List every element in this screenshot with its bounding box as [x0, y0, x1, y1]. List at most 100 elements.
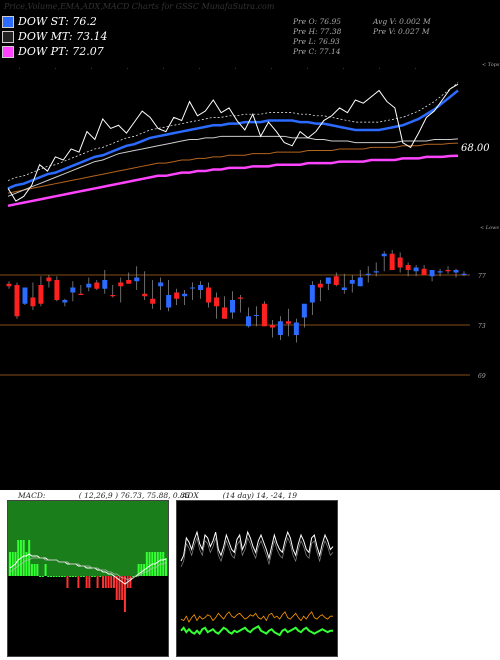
candle-body [325, 277, 331, 284]
legend-value-pt: 72.07 [72, 45, 104, 58]
top-tick-mark: · [53, 66, 59, 72]
candle-body [293, 322, 299, 335]
adx-params: (14 day) 14, -24, 19 [222, 491, 297, 500]
macd-histogram-bar [58, 576, 61, 577]
candle-body [245, 316, 251, 327]
macd-histogram-bar [66, 576, 69, 588]
macd-histogram-bar [113, 576, 115, 588]
top-tick-mark: · [377, 66, 383, 72]
candle-body [285, 321, 291, 324]
top-tick-mark: · [125, 66, 131, 72]
candle-body [198, 285, 204, 290]
line-dow-mt [7, 135, 459, 197]
candle-body [445, 270, 451, 272]
candle-body [421, 268, 427, 275]
macd-histogram-bar [69, 576, 72, 577]
candle-body [86, 283, 92, 288]
macd-histogram-bar [61, 576, 63, 577]
candle-body [405, 265, 411, 270]
top-tick-mark: · [197, 66, 203, 72]
candle-body [158, 282, 164, 287]
ohlc-close: Pre C: 77.14 [293, 47, 341, 56]
macd-histogram-bar [107, 576, 110, 588]
macd-histogram-bar [22, 540, 25, 576]
candle-body [461, 273, 467, 275]
tops-label: < Tops [482, 62, 500, 68]
legend-item-pt: DOW PT: 72.07 [0, 44, 260, 59]
macd-histogram-bar [102, 576, 105, 588]
candle-body [62, 300, 68, 303]
macd-histogram-bar [140, 564, 143, 576]
top-tick-mark: · [269, 66, 275, 72]
macd-histogram-bar [137, 564, 140, 576]
macd-histogram-bar [11, 552, 14, 576]
candle-body [166, 295, 172, 308]
candle-body [333, 276, 339, 285]
legend-value-mt: 73.14 [76, 30, 108, 43]
last-value-label: 68.00 [461, 143, 490, 154]
macd-positive-zone [8, 501, 168, 576]
macd-histogram-bar [9, 552, 11, 576]
macd-chart [8, 501, 168, 656]
candle-body [381, 253, 387, 257]
adx-line-shadow [180, 536, 334, 568]
macd-histogram-bar [52, 576, 55, 577]
price-top-ticks: · · · · · · · · · · · · [17, 66, 419, 72]
axis-tick-77: 77 [478, 273, 486, 280]
axis-tick-73: 73 [478, 323, 486, 330]
macd-histogram-bar [148, 552, 151, 576]
candle-body [253, 315, 259, 316]
candle-body [261, 303, 267, 327]
macd-histogram-bar [129, 576, 132, 588]
macd-histogram-bar [99, 576, 102, 577]
macd-histogram-bar [123, 576, 126, 612]
macd-histogram-bar [55, 576, 58, 577]
ohlc-open: Pre O: 76.95 [293, 17, 341, 26]
candle-body [182, 293, 188, 297]
legend-item-st: DOW ST: 76.2 [0, 14, 260, 29]
macd-histogram-bar [77, 576, 80, 588]
signal-line [9, 557, 167, 581]
top-tick-mark: · [341, 66, 347, 72]
top-tick-mark: · [161, 66, 167, 72]
axis-tick-69: 69 [478, 373, 486, 380]
macd-title: MACD: [18, 491, 46, 500]
adx-panel [176, 500, 338, 657]
candle-body [38, 285, 44, 304]
adx-title: ADX [182, 491, 199, 500]
macd-histogram-bar [50, 576, 53, 577]
ema-long-band [7, 142, 459, 194]
legend-swatch-st [2, 15, 14, 28]
ohlc-volume: Avg V: 0.002 M Pre V: 0.027 M [373, 17, 431, 37]
candle-body [126, 280, 132, 284]
legend-value-st: 76.2 [72, 15, 97, 28]
candle-body [102, 280, 108, 289]
legend-swatch-pt [2, 45, 14, 58]
candle-body [453, 270, 459, 273]
ohlc-low: Pre L: 76.93 [293, 37, 340, 46]
candle-body [437, 271, 443, 273]
macd-histogram-bar [156, 552, 159, 576]
macd-histogram-bar [74, 576, 77, 577]
candle-body [277, 321, 283, 335]
candle-body [301, 303, 307, 318]
adx-bg [177, 501, 337, 656]
candle-body [118, 282, 124, 287]
candle-body [22, 287, 28, 304]
candle-body [397, 257, 403, 268]
macd-histogram-bar [88, 576, 91, 588]
minus-di-line [180, 611, 333, 623]
candle-body [70, 287, 76, 293]
macd-histogram-bar [121, 576, 124, 600]
macd-histogram-bar [91, 576, 94, 577]
candle-body [349, 280, 355, 284]
line-dow-st [7, 89, 459, 190]
legend-swatch-mt [2, 30, 14, 43]
prev-volume: Pre V: 0.027 M [373, 27, 430, 36]
macd-histogram-bar [30, 564, 33, 576]
macd-histogram-bar [71, 576, 74, 577]
macd-histogram-bar [80, 576, 83, 577]
candle-body [134, 277, 140, 282]
candle-body [14, 285, 20, 317]
macd-histogram-bar [17, 540, 20, 576]
